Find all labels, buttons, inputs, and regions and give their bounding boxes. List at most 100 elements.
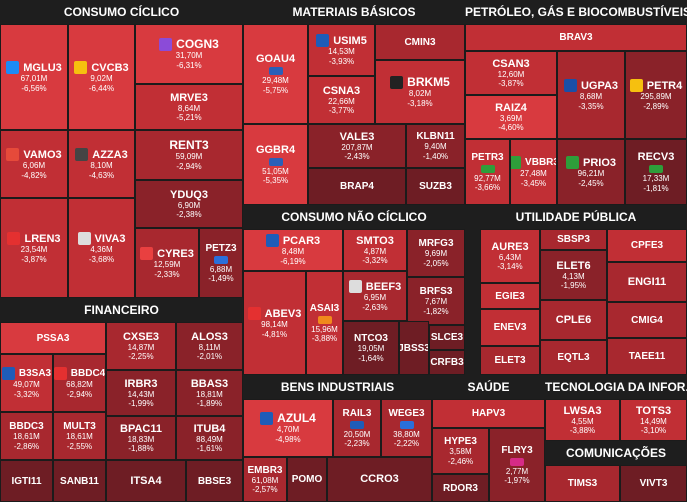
stock-tile-b3sa3[interactable]: B3SA3 49,07M -3,32% (0, 354, 53, 412)
stock-tile-aure3[interactable]: AURE3 6,43M -3,14% (480, 229, 540, 283)
stock-tile-vamo3[interactable]: VAMO3 6,06M -4,82% (0, 130, 68, 198)
stock-tile-enev3[interactable]: ENEV3 (480, 309, 540, 346)
stock-tile-usim5[interactable]: USIM5 14,53M -3,93% (308, 24, 375, 76)
stock-tile-petr3[interactable]: PETR3 92,77M -3,66% (465, 139, 510, 205)
stock-tile-azza3[interactable]: AZZA3 8,10M -4,63% (68, 130, 135, 198)
stock-tile-itub4[interactable]: ITUB4 88,49M -1,61% (176, 416, 243, 460)
stock-tile-jbss3[interactable]: JBSS3 (399, 321, 429, 375)
stock-tile-ntco3[interactable]: NTCO3 19,05M -1,64% (343, 321, 399, 375)
stock-tile-cmig4[interactable]: CMIG4 (607, 302, 687, 338)
percent-change: -4,82% (21, 170, 47, 180)
stock-tile-pcar3[interactable]: PCAR3 8,48M -6,19% (243, 229, 343, 271)
stock-tile-rail3[interactable]: RAIL3 20,50M -2,23% (333, 399, 381, 457)
sector-header[interactable]: CONSUMO NÃO CÍCLICO (281, 210, 427, 224)
company-logo-icon (74, 61, 88, 75)
stock-tile-engi11[interactable]: ENGI11 (607, 262, 687, 302)
stock-tile-klbn11[interactable]: KLBN11 9,40M -1,40% (406, 124, 465, 168)
sector-header[interactable]: BENS INDUSTRIAIS (280, 380, 395, 394)
stock-tile-bbas3[interactable]: BBAS3 18,81M -1,89% (176, 370, 243, 416)
stock-tile-wege3[interactable]: WEGE3 38,80M -2,22% (381, 399, 432, 457)
stock-tile-bbse3[interactable]: BBSE3 (186, 460, 243, 502)
stock-tile-azul4[interactable]: AZUL4 4,70M -4,98% (243, 399, 333, 457)
stock-tile-mrfg3[interactable]: MRFG3 9,69M -2,05% (407, 229, 465, 277)
stock-tile-brav3[interactable]: BRAV3 (465, 24, 687, 51)
stock-tile-vale3[interactable]: VALE3 207,87M -2,43% (308, 124, 406, 168)
sector-header[interactable]: MATERIAIS BÁSICOS (292, 5, 416, 19)
stock-tile-rent3[interactable]: RENT3 59,09M -2,94% (135, 130, 243, 180)
stock-tile-cxse3[interactable]: CXSE3 14,87M -2,25% (106, 322, 176, 370)
stock-tile-eqtl3[interactable]: EQTL3 (540, 340, 607, 375)
stock-tile-bbdc3[interactable]: BBDC3 18,61M -2,86% (0, 412, 53, 460)
volume-value: 31,70M (175, 51, 203, 61)
stock-tile-ggbr4[interactable]: GGBR4 51,05M -5,35% (243, 124, 308, 205)
stock-tile-elet3[interactable]: ELET3 (480, 346, 540, 375)
stock-tile-suzb3[interactable]: SUZB3 (406, 168, 465, 205)
company-logo-icon (140, 247, 154, 261)
stock-tile-cmin3[interactable]: CMIN3 (375, 24, 465, 60)
stock-tile-embr3[interactable]: EMBR3 61,08M -2,57% (243, 457, 287, 502)
stock-tile-recv3[interactable]: RECV3 17,33M -1,81% (625, 139, 687, 205)
stock-tile-yduq3[interactable]: YDUQ3 6,90M -2,38% (135, 180, 243, 228)
stock-tile-ccro3[interactable]: CCRO3 (327, 457, 432, 502)
stock-tile-mglu3[interactable]: MGLU3 67,01M -6,56% (0, 24, 68, 130)
stock-tile-vbbr3[interactable]: VBBR3 27,48M -3,45% (510, 139, 557, 205)
stock-tile-csna3[interactable]: CSNA3 22,66M -3,77% (308, 76, 375, 124)
stock-tile-cvcb3[interactable]: CVCB3 9,02M -6,44% (68, 24, 135, 130)
stock-tile-bbdc4[interactable]: BBDC4 68,82M -2,94% (53, 354, 106, 412)
stock-tile-sbsp3[interactable]: SBSP3 (540, 229, 607, 250)
sector-header[interactable]: CONSUMO CÍCLICO (63, 5, 180, 19)
stock-tile-slce3[interactable]: SLCE3 (429, 325, 465, 350)
stock-tile-prio3[interactable]: PRIO3 96,21M -2,45% (557, 139, 625, 205)
stock-tile-elet6[interactable]: ELET6 4,13M -1,95% (540, 250, 607, 300)
stock-tile-cogn3[interactable]: COGN3 31,70M -6,31% (135, 24, 243, 84)
sector-header[interactable]: UTILIDADE PÚBLICA (515, 210, 637, 224)
stock-tile-tims3[interactable]: TIMS3 (545, 465, 620, 502)
stock-tile-alos3[interactable]: ALOS3 8,11M -2,01% (176, 322, 243, 370)
stock-tile-cple6[interactable]: CPLE6 (540, 300, 607, 340)
stock-tile-sanb11[interactable]: SANB11 (53, 460, 106, 502)
ticker-label: CPFE3 (630, 240, 664, 251)
stock-tile-abev3[interactable]: ABEV3 98,14M -4,81% (243, 271, 306, 375)
stock-tile-viva3[interactable]: VIVA3 4,36M -3,68% (68, 198, 135, 298)
stock-tile-itsa4[interactable]: ITSA4 (106, 460, 186, 502)
stock-tile-rdor3[interactable]: RDOR3 (432, 474, 489, 502)
stock-tile-raiz4[interactable]: RAIZ4 3,69M -4,60% (465, 95, 557, 139)
stock-tile-cyre3[interactable]: CYRE3 12,59M -2,33% (135, 228, 199, 298)
stock-tile-beef3[interactable]: BEEF3 6,95M -2,63% (343, 271, 407, 321)
stock-tile-mult3[interactable]: MULT3 18,61M -2,55% (53, 412, 106, 460)
stock-tile-tots3[interactable]: TOTS3 14,49M -3,10% (620, 399, 687, 441)
stock-tile-smto3[interactable]: SMTO3 4,87M -3,32% (343, 229, 407, 271)
sector-header[interactable]: SAÚDE (467, 380, 510, 394)
stock-tile-pssa3[interactable]: PSSA3 (0, 322, 106, 354)
company-logo-icon (350, 420, 364, 429)
stock-tile-pomo[interactable]: POMO (287, 457, 327, 502)
sector-header[interactable]: PETRÓLEO, GÁS E BIOCOMBUSTÍVEIS (465, 5, 687, 19)
sector-header[interactable]: COMUNICAÇÕES (565, 446, 666, 460)
stock-tile-lren3[interactable]: LREN3 23,54M -3,87% (0, 198, 68, 298)
stock-tile-hapv3[interactable]: HAPV3 (432, 399, 545, 428)
stock-tile-petr4[interactable]: PETR4 295,89M -2,89% (625, 51, 687, 139)
stock-tile-egie3[interactable]: EGIE3 (480, 283, 540, 309)
stock-tile-ugpa3[interactable]: UGPA3 8,68M -3,35% (557, 51, 625, 139)
stock-tile-flry3[interactable]: FLRY3 2,77M -1,97% (489, 428, 545, 502)
sector-header[interactable]: TECNOLOGIA DA INFOR... (545, 380, 687, 394)
stock-tile-vivt3[interactable]: VIVT3 (620, 465, 687, 502)
percent-change: -4,98% (275, 434, 301, 444)
stock-tile-igti11[interactable]: IGTI11 (0, 460, 53, 502)
stock-tile-csan3[interactable]: CSAN3 12,60M -3,87% (465, 51, 557, 95)
stock-tile-irbr3[interactable]: IRBR3 14,43M -1,99% (106, 370, 176, 416)
stock-tile-petz3[interactable]: PETZ3 6,88M -1,49% (199, 228, 243, 298)
stock-tile-taee11[interactable]: TAEE11 (607, 338, 687, 375)
stock-tile-brkm5[interactable]: BRKM5 8,02M -3,18% (375, 60, 465, 124)
stock-tile-crfb3[interactable]: CRFB3 (429, 350, 465, 375)
stock-tile-brap4[interactable]: BRAP4 (308, 168, 406, 205)
stock-tile-lwsa3[interactable]: LWSA3 4,55M -3,88% (545, 399, 620, 441)
stock-tile-hype3[interactable]: HYPE3 3,58M -2,46% (432, 428, 489, 474)
stock-tile-mrve3[interactable]: MRVE3 8,64M -5,21% (135, 84, 243, 130)
stock-tile-asai3[interactable]: ASAI3 15,96M -3,88% (306, 271, 343, 375)
stock-tile-cpfe3[interactable]: CPFE3 (607, 229, 687, 262)
stock-tile-brfs3[interactable]: BRFS3 7,67M -1,82% (407, 277, 465, 325)
stock-tile-goau4[interactable]: GOAU4 29,48M -5,75% (243, 24, 308, 124)
sector-header[interactable]: FINANCEIRO (84, 303, 159, 317)
stock-tile-bpac11[interactable]: BPAC11 18,83M -1,88% (106, 416, 176, 460)
